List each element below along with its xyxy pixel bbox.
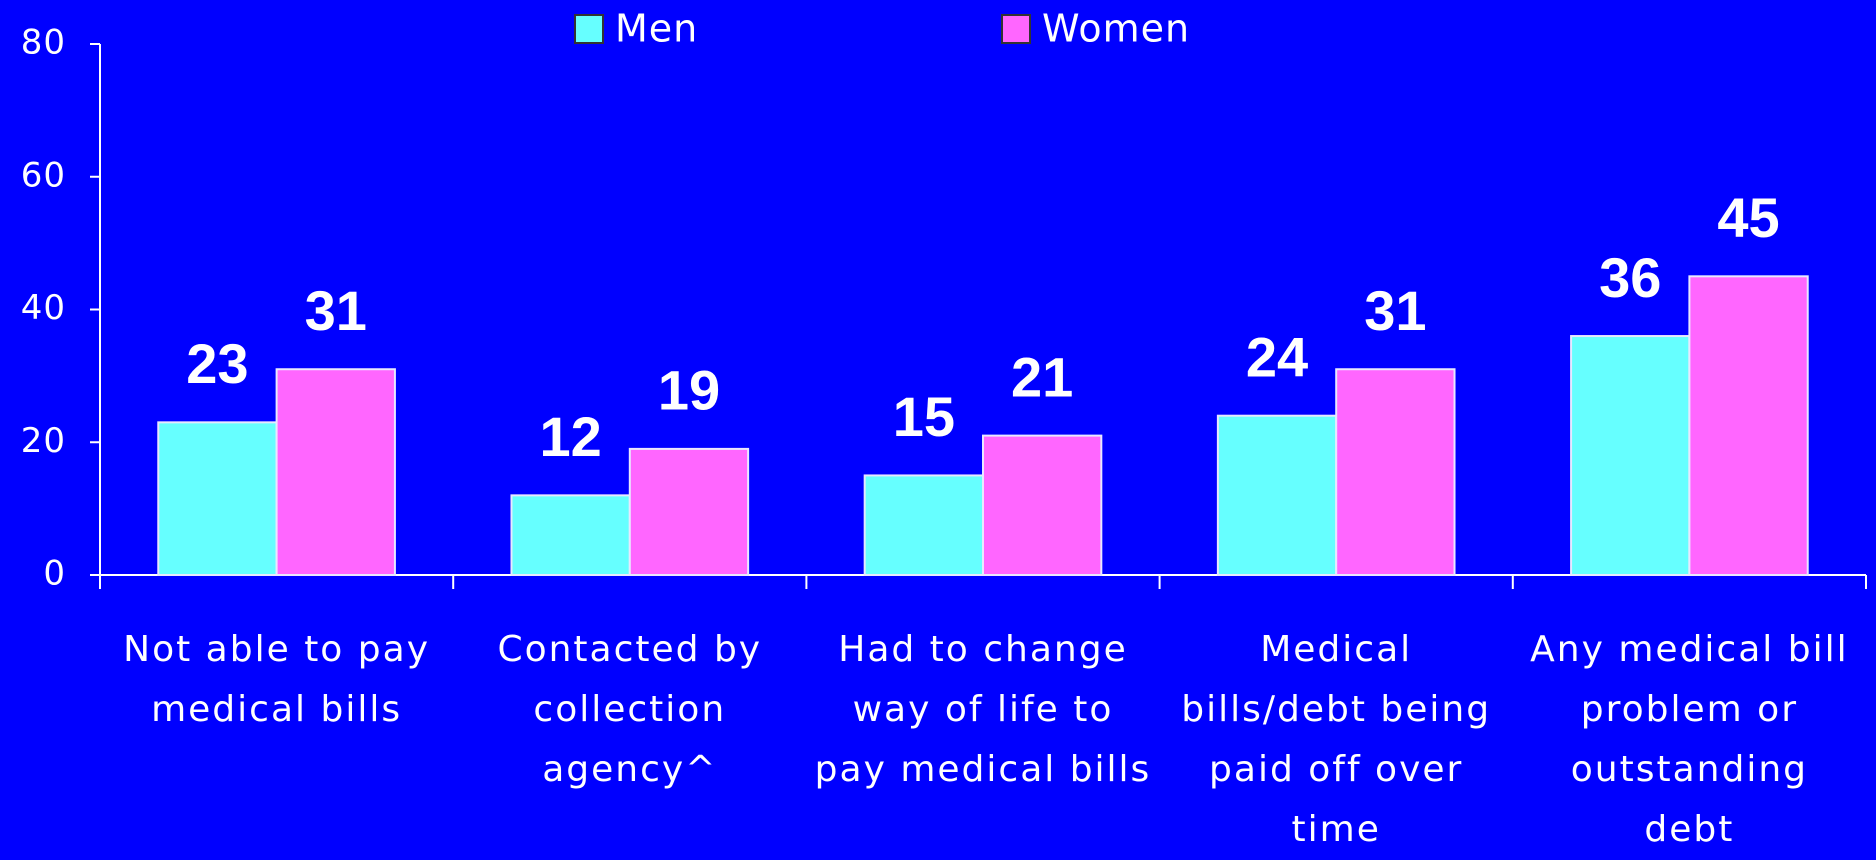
legend-label: Men bbox=[615, 7, 698, 51]
legend-swatch bbox=[574, 14, 604, 44]
bar bbox=[863, 474, 984, 576]
y-tick-label: 60 bbox=[21, 155, 66, 195]
y-tick-label: 80 bbox=[21, 23, 66, 63]
value-label: 31 bbox=[305, 279, 367, 342]
value-label: 45 bbox=[1717, 186, 1779, 249]
legend-label: Women bbox=[1042, 7, 1190, 51]
bar bbox=[275, 368, 396, 576]
x-tick-label: Any medical bill problem or outstanding … bbox=[1530, 629, 1849, 850]
bar bbox=[1216, 414, 1338, 577]
y-tick-label: 20 bbox=[21, 421, 66, 461]
value-label: 23 bbox=[186, 332, 248, 395]
bar bbox=[1688, 275, 1809, 576]
value-label: 12 bbox=[539, 405, 601, 468]
bar bbox=[1570, 335, 1691, 576]
x-tick-label: Contacted by collection agency^ bbox=[497, 629, 763, 790]
bar bbox=[157, 421, 278, 576]
legend-swatch bbox=[1001, 14, 1031, 44]
x-tick-label: Medical bills/debt being paid off over t… bbox=[1181, 629, 1492, 850]
bar bbox=[982, 434, 1103, 576]
x-tick-label: Not able to pay medical bills bbox=[123, 629, 430, 730]
value-label: 21 bbox=[1011, 345, 1073, 408]
value-label: 15 bbox=[893, 385, 955, 448]
value-label: 19 bbox=[658, 359, 720, 422]
bar bbox=[628, 447, 750, 577]
bar bbox=[510, 494, 631, 577]
bar bbox=[1335, 368, 1456, 576]
value-label: 36 bbox=[1599, 246, 1661, 309]
value-label: 24 bbox=[1246, 325, 1308, 388]
x-tick-label: Had to change way of life to pay medical… bbox=[814, 629, 1152, 790]
y-tick-label: 40 bbox=[21, 288, 66, 328]
y-tick-label: 0 bbox=[43, 554, 66, 594]
value-label: 31 bbox=[1364, 279, 1426, 342]
